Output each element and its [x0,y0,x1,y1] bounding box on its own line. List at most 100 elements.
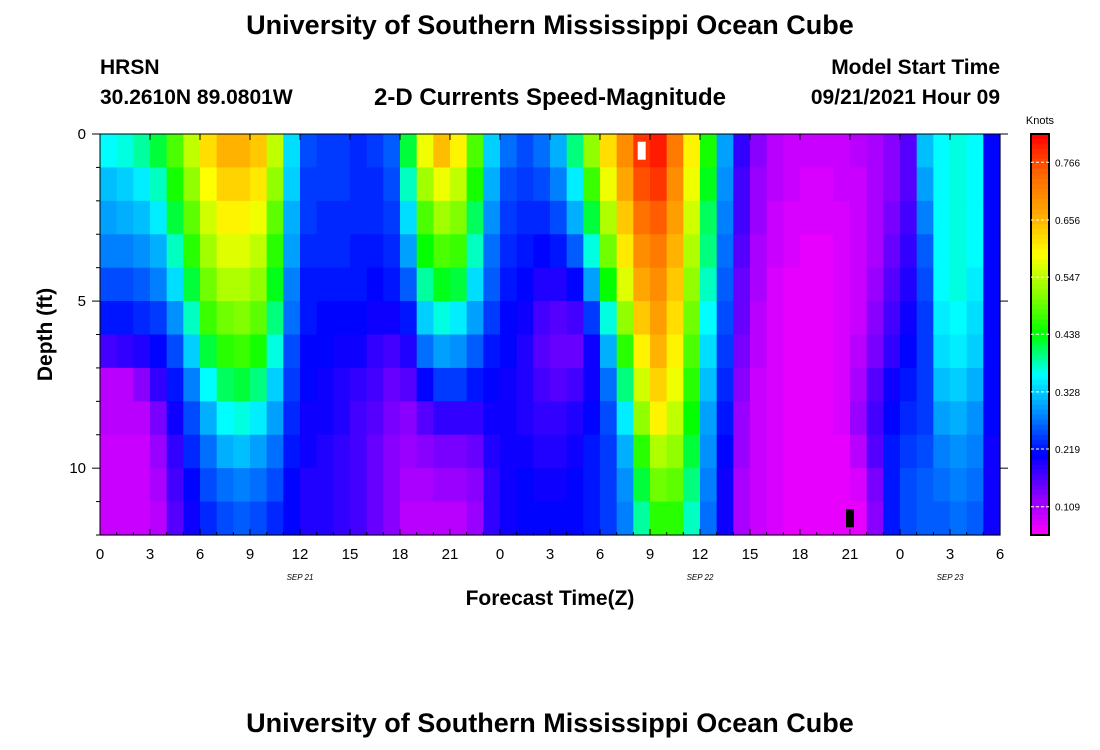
heatmap-cell [616,200,634,235]
heatmap-cell [333,200,351,235]
heatmap-cell [666,334,684,369]
heatmap-cell [283,468,301,503]
heatmap-cell [316,301,334,336]
heatmap-cell [416,434,434,469]
heatmap-cell [866,434,884,469]
heatmap-cell [466,401,484,436]
heatmap-cell [200,468,218,503]
heatmap-cell [283,200,301,235]
heatmap-cell [683,367,701,402]
heatmap-cell [766,134,784,169]
heatmap-cell [883,401,901,436]
heatmap-cell [916,167,934,202]
heatmap-cell [783,334,801,369]
colorbar-segment [1031,404,1049,411]
heatmap-cell [433,334,451,369]
heatmap-cell [150,200,168,235]
heatmap-cell [750,367,768,402]
heatmap-cell [233,434,251,469]
heatmap-cell [700,301,718,336]
y-tick-label: 10 [69,460,86,477]
heatmap-cell [766,468,784,503]
heatmap-cell [916,501,934,536]
heatmap-cell [500,200,518,235]
heatmap-cell [233,401,251,436]
heatmap-cell [233,134,251,169]
heatmap-cell [550,501,568,536]
heatmap-cell [150,468,168,503]
heatmap-cell [166,501,184,536]
heatmap-cell [183,301,201,336]
colorbar-segment [1031,289,1049,295]
heatmap-cell [750,401,768,436]
heatmap-cell [983,334,1001,369]
heatmap-cell [250,134,268,169]
heatmap-cell [833,334,851,369]
heatmap-cell [416,301,434,336]
colorbar-segment [1031,179,1049,185]
colorbar-segment [1031,374,1049,381]
heatmap-cell [366,200,384,235]
heatmap-cell [283,501,301,536]
heatmap-cell [916,234,934,269]
heatmap-cell [550,200,568,235]
heatmap-cell [283,134,301,169]
heatmap-cell [450,501,468,536]
x-tick-label: 0 [96,546,104,563]
heatmap-cell [133,468,151,503]
heatmap-cell [733,234,751,269]
heatmap-cell [200,334,218,369]
heatmap-cell [350,401,368,436]
heatmap-cell [783,234,801,269]
heatmap-cell [966,200,984,235]
heatmap-cell [316,434,334,469]
heatmap-cell [900,334,918,369]
colorbar-segment [1031,484,1049,491]
heatmap-cell [316,367,334,402]
heatmap-cell [450,367,468,402]
heatmap-cell [666,301,684,336]
heatmap-cell [900,167,918,202]
colorbar-segment [1031,304,1049,311]
heatmap-cell [483,468,501,503]
colorbar-segment [1031,499,1049,506]
heatmap-cell [850,267,868,302]
heatmap-cell [333,334,351,369]
heatmap-cell [400,200,418,235]
heatmap-cell [333,267,351,302]
heatmap-cell [650,468,668,503]
heatmap-cell [833,267,851,302]
heatmap-cell [516,401,534,436]
heatmap-cell [183,200,201,235]
station-coordinates: 30.2610N 89.0801W [100,86,293,109]
heatmap-cell [383,301,401,336]
heatmap-cell [283,234,301,269]
heatmap-cell [983,167,1001,202]
heatmap-cell [383,200,401,235]
heatmap-cell [133,301,151,336]
heatmap-cell [533,434,551,469]
colorbar-segment [1031,464,1049,471]
colorbar-tick-label: 0.766 [1055,158,1080,169]
heatmap-cell [566,401,584,436]
heatmap-cell [483,200,501,235]
heatmap-cell [200,367,218,402]
heatmap-cell [983,301,1001,336]
heatmap-cell [150,301,168,336]
heatmap-cell [683,167,701,202]
heatmap-cell [766,501,784,536]
heatmap-cell [966,167,984,202]
heatmap-cell [766,434,784,469]
heatmap-cell [266,367,284,402]
heatmap-cell [600,167,618,202]
heatmap-cell [116,468,134,503]
heatmap-cell [566,468,584,503]
heatmap-cell [833,167,851,202]
colorbar-segment [1031,314,1049,321]
heatmap-cell [816,267,834,302]
heatmap-cell [966,401,984,436]
heatmap-cell [933,134,951,169]
heatmap-cell [966,267,984,302]
heatmap-cell [516,434,534,469]
heatmap-markers [637,141,854,528]
